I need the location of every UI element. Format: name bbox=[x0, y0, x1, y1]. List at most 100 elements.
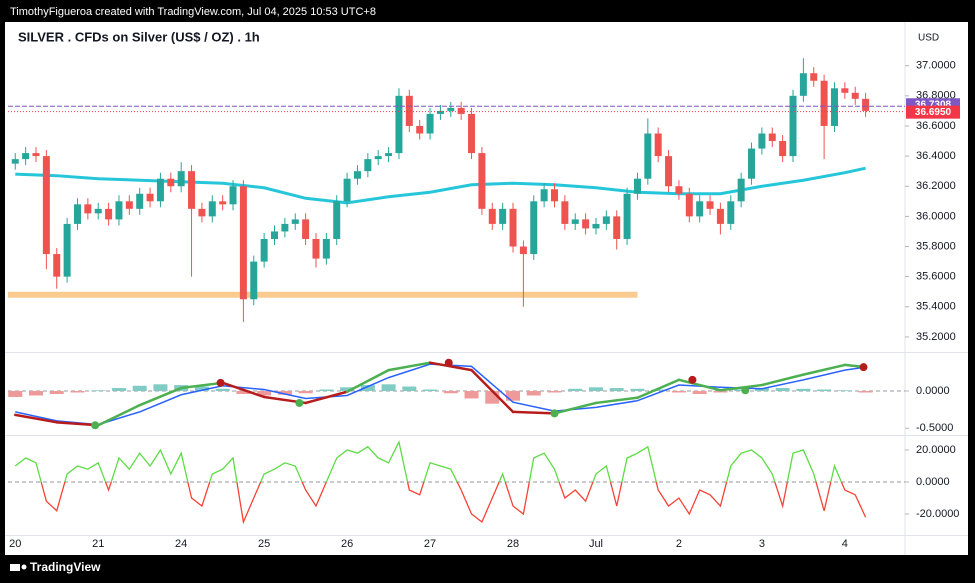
x-tick-label: 26 bbox=[341, 538, 353, 550]
candle-body bbox=[613, 216, 621, 239]
histogram-bar bbox=[381, 384, 396, 392]
macd-line bbox=[677, 378, 722, 392]
candle-body bbox=[550, 189, 558, 202]
candle-body bbox=[789, 95, 797, 157]
histogram-bar bbox=[70, 391, 85, 393]
histogram-bar bbox=[28, 391, 43, 396]
macd-line bbox=[345, 368, 390, 394]
candle-body bbox=[727, 201, 735, 224]
y-tick-label: -20.0000 bbox=[916, 508, 959, 520]
candle-body bbox=[748, 148, 756, 179]
cross-marker bbox=[859, 363, 868, 372]
macd-line bbox=[304, 390, 349, 405]
histogram-bar bbox=[194, 386, 209, 392]
candle-body bbox=[364, 159, 372, 172]
macd-line bbox=[719, 383, 764, 392]
y-tick-label: 35.6000 bbox=[916, 271, 956, 283]
histogram-bar bbox=[817, 389, 832, 392]
candle-body bbox=[530, 201, 538, 255]
price-label: 36.6950 bbox=[915, 107, 952, 118]
candle-body bbox=[665, 156, 673, 187]
candle-body bbox=[582, 219, 590, 229]
candle-body bbox=[519, 246, 527, 255]
histogram-bar bbox=[91, 390, 106, 392]
x-tick-label: 3 bbox=[759, 538, 765, 550]
candle-body bbox=[592, 223, 600, 229]
histogram-bar bbox=[49, 391, 64, 394]
candle-body bbox=[208, 201, 216, 217]
x-tick-label: 4 bbox=[842, 538, 848, 550]
candle-body bbox=[820, 80, 828, 126]
cross-marker bbox=[444, 358, 453, 367]
candle-body bbox=[343, 178, 351, 202]
candle-body bbox=[136, 193, 144, 209]
oscillator-line-down bbox=[40, 481, 867, 525]
candle-body bbox=[11, 159, 19, 164]
histogram-bar bbox=[837, 390, 852, 392]
logo-text: TradingView bbox=[30, 560, 101, 574]
candle-body bbox=[125, 201, 133, 209]
histogram-bar bbox=[298, 391, 313, 394]
histogram-bar bbox=[215, 388, 230, 392]
histogram-bar bbox=[568, 388, 583, 392]
candle-body bbox=[862, 98, 870, 111]
candle-body bbox=[654, 133, 662, 157]
y-tick-label: 35.2000 bbox=[916, 331, 956, 343]
candle-body bbox=[374, 156, 382, 160]
histogram-bar bbox=[111, 388, 126, 392]
candle-body bbox=[540, 189, 548, 202]
candle-body bbox=[436, 110, 444, 114]
cross-marker bbox=[741, 386, 750, 395]
oscillator-line-up bbox=[14, 440, 843, 482]
macd-line bbox=[138, 386, 183, 407]
x-tick-label: 27 bbox=[424, 538, 436, 550]
histogram-bar bbox=[671, 391, 686, 393]
macd-line bbox=[470, 368, 515, 414]
candle-body bbox=[737, 178, 745, 202]
macd-line bbox=[14, 413, 58, 424]
logo-mark bbox=[10, 564, 20, 571]
y-tick-label: 36.6000 bbox=[916, 120, 956, 132]
panel bbox=[5, 22, 968, 555]
candle-body bbox=[322, 238, 330, 259]
candle-body bbox=[156, 178, 164, 202]
candle-body bbox=[167, 178, 175, 187]
candle-body bbox=[281, 223, 289, 232]
candle-body bbox=[146, 193, 154, 202]
macd-line bbox=[179, 381, 224, 390]
chart-title: SILVER . CFDs on Silver (US$ / OZ) . 1h bbox=[18, 29, 260, 44]
x-tick-label: 28 bbox=[507, 538, 519, 550]
candle-body bbox=[426, 113, 434, 134]
candle-body bbox=[385, 153, 393, 157]
candle-body bbox=[416, 125, 424, 134]
candle-body bbox=[312, 238, 320, 259]
candle-body bbox=[799, 73, 807, 96]
candle-body bbox=[188, 171, 196, 209]
histogram-bar bbox=[402, 386, 417, 392]
candle-body bbox=[810, 73, 818, 81]
candle-body bbox=[706, 201, 714, 209]
macd-line bbox=[594, 396, 639, 405]
histogram-bar bbox=[630, 388, 645, 392]
histogram-bar bbox=[236, 391, 251, 394]
candle-body bbox=[229, 186, 237, 205]
candle-body bbox=[488, 208, 496, 224]
histogram-bar bbox=[257, 391, 272, 396]
candle-body bbox=[623, 193, 631, 239]
support-zone bbox=[8, 291, 638, 298]
logo-mark bbox=[21, 564, 27, 570]
candle-body bbox=[42, 156, 50, 255]
y-tick-label: 36.4000 bbox=[916, 150, 956, 162]
y-tick-label: 37.0000 bbox=[916, 60, 956, 72]
candle-body bbox=[561, 201, 569, 224]
price-label: 36.7308 bbox=[915, 99, 952, 110]
x-tick-label: 25 bbox=[258, 538, 270, 550]
candle-body bbox=[333, 201, 341, 239]
candle-body bbox=[509, 208, 517, 247]
candle-body bbox=[291, 219, 299, 224]
candle-body bbox=[779, 141, 787, 157]
cross-marker bbox=[295, 398, 304, 407]
candle-body bbox=[105, 208, 113, 220]
